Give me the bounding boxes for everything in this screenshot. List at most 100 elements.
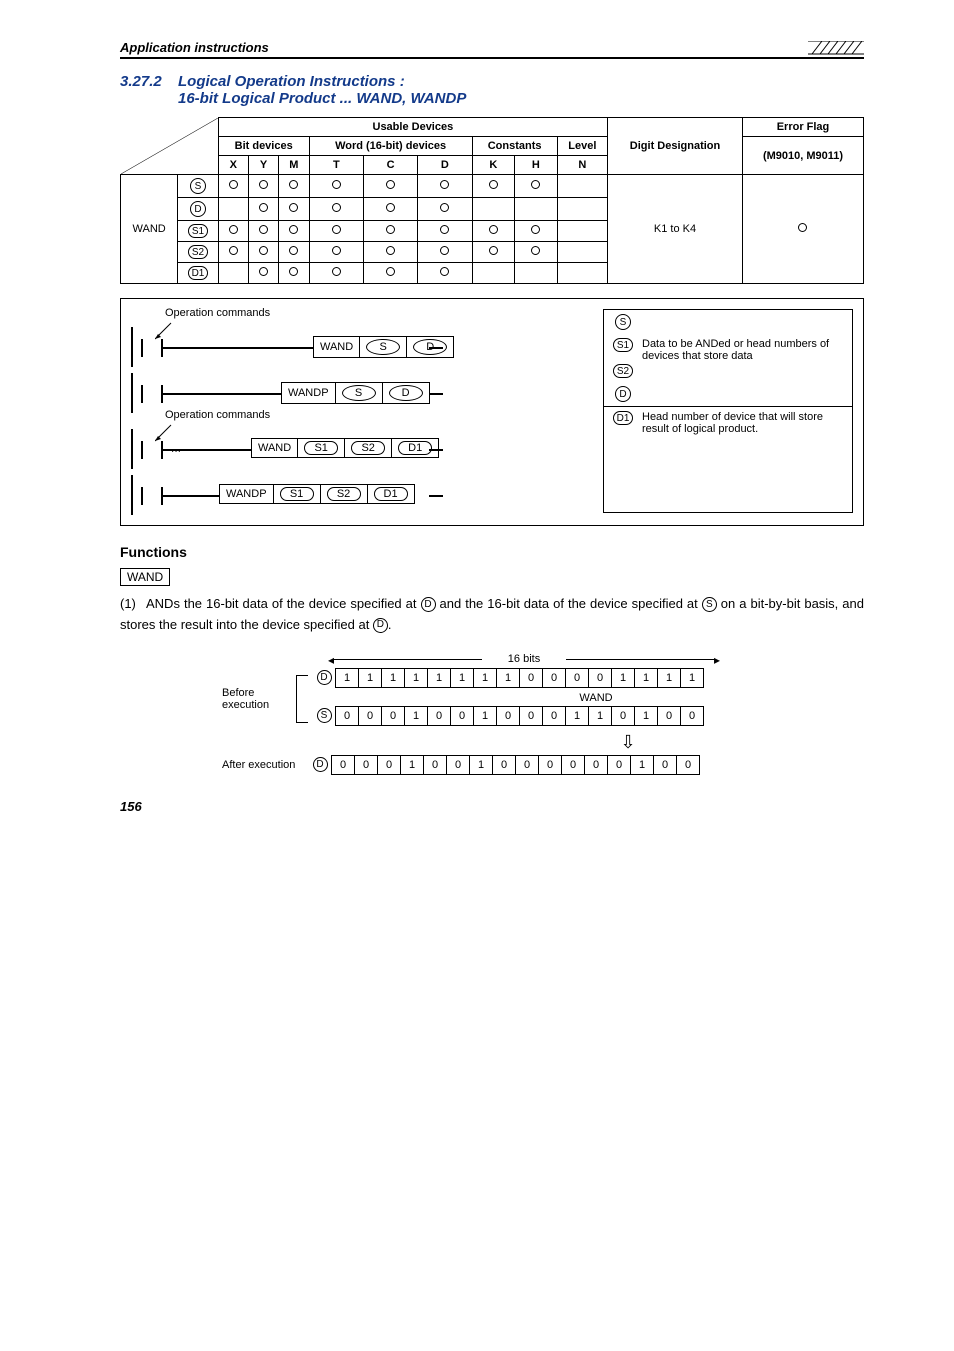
bit-cell: 0 — [492, 755, 516, 775]
bit-cell: 1 — [450, 668, 474, 688]
bit-cell: 0 — [588, 668, 612, 688]
cell — [218, 263, 248, 284]
bit-cell: 1 — [634, 668, 658, 688]
functions-heading: Functions — [120, 544, 864, 560]
bit-cell: 0 — [680, 706, 704, 726]
cell — [472, 198, 515, 221]
cell — [515, 198, 558, 221]
bit-cell: 1 — [427, 668, 451, 688]
bit-cell: 0 — [354, 755, 378, 775]
bit-cell: 1 — [657, 668, 681, 688]
bit-diagram: ◂ 16 bits ▸ Before execution D 111111110… — [222, 650, 762, 775]
cell — [418, 263, 472, 284]
contact-icon — [141, 389, 163, 399]
down-arrow-icon: ⇩ — [494, 732, 762, 753]
bit-cell: 1 — [680, 668, 704, 688]
sym-cell: S2 — [178, 242, 218, 263]
instr-wandp-s1s2d1: WANDP S1 S2 D1 — [219, 484, 415, 504]
bit-cell: 1 — [335, 668, 359, 688]
instr-wand-s1s2d1: WAND S1 S2 D1 — [251, 438, 439, 458]
boxed-wand: WAND — [120, 568, 170, 586]
col-Y: Y — [248, 156, 278, 175]
ladder-legend: S S1Data to be ANDed or head numbers of … — [603, 309, 853, 513]
cell — [557, 175, 607, 198]
cell — [418, 175, 472, 198]
col-H: H — [515, 156, 558, 175]
section-line1: Logical Operation Instructions : — [178, 73, 466, 90]
before-label: Before execution — [222, 687, 296, 711]
ladder-panel: Operation commands WAND S D WANDP S — [120, 298, 864, 526]
th-digit: Digit Designation — [608, 118, 743, 175]
op-label: Operation commands — [165, 307, 270, 319]
bit-cell: 0 — [676, 755, 700, 775]
col-K: K — [472, 156, 515, 175]
cell — [557, 221, 607, 242]
cell — [309, 242, 363, 263]
contact-icon — [141, 343, 163, 353]
bit-cell: 0 — [584, 755, 608, 775]
cell — [218, 242, 248, 263]
bit-cell: 1 — [358, 668, 382, 688]
cell — [418, 242, 472, 263]
col-X: X — [218, 156, 248, 175]
th-level: Level — [557, 137, 607, 156]
bit-cell: 0 — [381, 706, 405, 726]
bit-cell: 0 — [565, 668, 589, 688]
bit-cell: 0 — [607, 755, 631, 775]
bits-r: 0001001000000100 — [332, 755, 700, 775]
bits-d: 1111111100001111 — [336, 668, 704, 688]
bit-cell: 0 — [427, 706, 451, 726]
contact-icon — [141, 491, 163, 501]
bit-cell: 1 — [630, 755, 654, 775]
cell — [472, 242, 515, 263]
cell — [248, 242, 278, 263]
cell — [472, 263, 515, 284]
col-D: D — [418, 156, 472, 175]
bit-cell: 0 — [542, 706, 566, 726]
bit-cell: 1 — [473, 706, 497, 726]
th-error: Error Flag — [742, 118, 863, 137]
header: Application instructions — [120, 40, 864, 59]
cell — [279, 242, 310, 263]
table-row: WANDSK1 to K4 — [121, 175, 864, 198]
col-C: C — [363, 156, 417, 175]
instr-cell: WAND — [121, 175, 178, 284]
wand-mid: WAND — [488, 692, 704, 704]
bit-cell: 0 — [561, 755, 585, 775]
bit-cell: 1 — [404, 668, 428, 688]
cell — [363, 221, 417, 242]
cell — [515, 263, 558, 284]
sym-cell: D1 — [178, 263, 218, 284]
bit-cell: 0 — [538, 755, 562, 775]
cell — [418, 198, 472, 221]
legend-bottom: Head number of device that will store re… — [642, 411, 846, 435]
sym-cell: D — [178, 198, 218, 221]
bit-cell: 0 — [519, 668, 543, 688]
cell — [557, 242, 607, 263]
cell — [279, 221, 310, 242]
cell — [279, 198, 310, 221]
bit-cell: 1 — [404, 706, 428, 726]
cell — [248, 198, 278, 221]
cell — [279, 175, 310, 198]
bit-cell: 0 — [358, 706, 382, 726]
ladder-left: Operation commands WAND S D WANDP S — [131, 309, 589, 513]
cell — [515, 242, 558, 263]
digit-cell: K1 to K4 — [608, 175, 743, 284]
bit-cell: 1 — [381, 668, 405, 688]
bits-s: 0001001000110100 — [336, 706, 704, 726]
bit-cell: 0 — [653, 755, 677, 775]
bit-cell: 1 — [634, 706, 658, 726]
cell — [248, 175, 278, 198]
bit-cell: 1 — [473, 668, 497, 688]
bit-cell: 0 — [657, 706, 681, 726]
cell — [363, 263, 417, 284]
bit-cell: 1 — [400, 755, 424, 775]
sym-cell: S1 — [178, 221, 218, 242]
cell — [309, 263, 363, 284]
cell — [363, 242, 417, 263]
after-label: After execution — [222, 759, 296, 771]
bit-cell: 0 — [450, 706, 474, 726]
cell — [472, 221, 515, 242]
cell — [218, 175, 248, 198]
